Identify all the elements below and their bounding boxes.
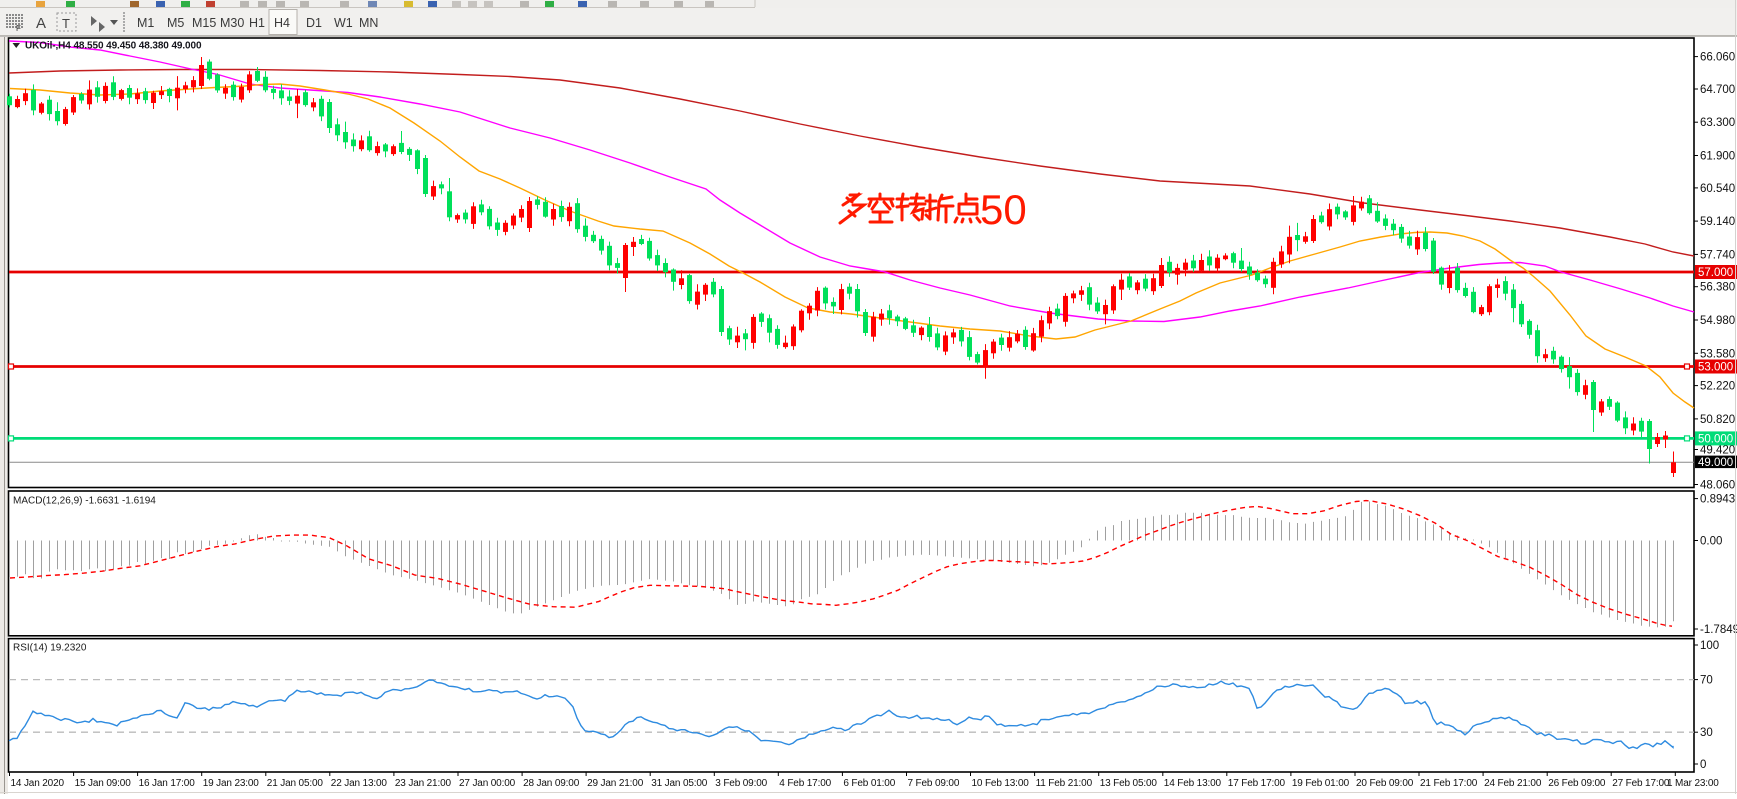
svg-text:27 Feb 17:00: 27 Feb 17:00 — [1612, 778, 1670, 789]
svg-text:54.980: 54.980 — [1700, 315, 1735, 327]
svg-text:31 Jan 05:00: 31 Jan 05:00 — [651, 778, 708, 789]
svg-text:21 Feb 17:00: 21 Feb 17:00 — [1420, 778, 1478, 789]
svg-text:14 Feb 13:00: 14 Feb 13:00 — [1164, 778, 1222, 789]
svg-text:30: 30 — [1700, 727, 1713, 739]
svg-text:49.000: 49.000 — [1698, 457, 1733, 469]
svg-text:22 Jan 13:00: 22 Jan 13:00 — [331, 778, 388, 789]
svg-text:11 Feb 21:00: 11 Feb 21:00 — [1036, 778, 1093, 789]
svg-text:H4: H4 — [274, 16, 290, 30]
svg-text:53.000: 53.000 — [1698, 362, 1733, 374]
svg-text:57.000: 57.000 — [1698, 267, 1733, 279]
svg-text:20 Feb 09:00: 20 Feb 09:00 — [1356, 778, 1414, 789]
svg-text:57.740: 57.740 — [1700, 249, 1735, 261]
svg-text:49.420: 49.420 — [1700, 445, 1735, 457]
svg-text:27 Jan 00:00: 27 Jan 00:00 — [459, 778, 516, 789]
svg-text:70: 70 — [1700, 675, 1713, 687]
svg-text:50: 50 — [980, 186, 1027, 233]
svg-text:28 Jan 09:00: 28 Jan 09:00 — [523, 778, 580, 789]
svg-text:14 Jan 2020: 14 Jan 2020 — [11, 778, 65, 789]
svg-text:16 Jan 17:00: 16 Jan 17:00 — [139, 778, 196, 789]
svg-text:F: F — [16, 24, 21, 33]
svg-text:M15: M15 — [192, 16, 216, 30]
svg-text:0.8943: 0.8943 — [1700, 494, 1735, 506]
svg-text:48.060: 48.060 — [1700, 480, 1735, 492]
svg-text:RSI(14) 19.2320: RSI(14) 19.2320 — [13, 643, 87, 654]
svg-text:10 Feb 13:00: 10 Feb 13:00 — [972, 778, 1030, 789]
svg-text:24 Feb 21:00: 24 Feb 21:00 — [1484, 778, 1542, 789]
svg-text:19 Feb 01:00: 19 Feb 01:00 — [1292, 778, 1350, 789]
svg-text:3 Feb 09:00: 3 Feb 09:00 — [715, 778, 767, 789]
svg-text:0: 0 — [1700, 759, 1706, 771]
svg-text:H1: H1 — [249, 16, 265, 30]
svg-text:60.540: 60.540 — [1700, 183, 1735, 195]
svg-text:21 Jan 05:00: 21 Jan 05:00 — [267, 778, 324, 789]
svg-text:66.060: 66.060 — [1700, 52, 1735, 64]
svg-text:-1.7849: -1.7849 — [1700, 624, 1737, 636]
svg-text:D1: D1 — [306, 16, 322, 30]
svg-text:0.00: 0.00 — [1700, 536, 1722, 548]
svg-text:A: A — [36, 15, 46, 32]
svg-text:50.000: 50.000 — [1698, 433, 1733, 445]
svg-text:50.820: 50.820 — [1700, 414, 1735, 426]
svg-text:26 Feb 09:00: 26 Feb 09:00 — [1548, 778, 1606, 789]
svg-text:T: T — [62, 16, 70, 31]
svg-text:UKOil-,H4 48.550 49.450 48.38: UKOil-,H4 48.550 49.450 48.380 49.000 — [25, 41, 202, 52]
svg-text:15 Jan 09:00: 15 Jan 09:00 — [75, 778, 132, 789]
svg-text:13 Feb 05:00: 13 Feb 05:00 — [1100, 778, 1158, 789]
svg-text:52.220: 52.220 — [1700, 381, 1735, 393]
svg-text:56.380: 56.380 — [1700, 282, 1735, 294]
svg-text:100: 100 — [1700, 640, 1719, 652]
svg-text:19 Jan 23:00: 19 Jan 23:00 — [203, 778, 260, 789]
svg-text:23 Jan 21:00: 23 Jan 21:00 — [395, 778, 452, 789]
svg-text:59.140: 59.140 — [1700, 216, 1735, 228]
svg-text:M30: M30 — [220, 16, 244, 30]
svg-text:64.700: 64.700 — [1700, 84, 1735, 96]
svg-text:1 Mar 23:00: 1 Mar 23:00 — [1667, 778, 1719, 789]
svg-text:53.580: 53.580 — [1700, 348, 1735, 360]
svg-text:6 Feb 01:00: 6 Feb 01:00 — [843, 778, 895, 789]
svg-text:29 Jan 21:00: 29 Jan 21:00 — [587, 778, 644, 789]
svg-text:W1: W1 — [334, 16, 353, 30]
svg-text:61.900: 61.900 — [1700, 151, 1735, 163]
svg-text:4 Feb 17:00: 4 Feb 17:00 — [779, 778, 831, 789]
svg-text:MN: MN — [359, 16, 378, 30]
svg-text:63.300: 63.300 — [1700, 117, 1735, 129]
svg-text:M5: M5 — [167, 16, 184, 30]
svg-text:7 Feb 09:00: 7 Feb 09:00 — [908, 778, 960, 789]
svg-text:17 Feb 17:00: 17 Feb 17:00 — [1228, 778, 1286, 789]
svg-text:M1: M1 — [137, 16, 154, 30]
svg-text:MACD(12,26,9) -1.6631 -1.6194: MACD(12,26,9) -1.6631 -1.6194 — [13, 496, 156, 507]
